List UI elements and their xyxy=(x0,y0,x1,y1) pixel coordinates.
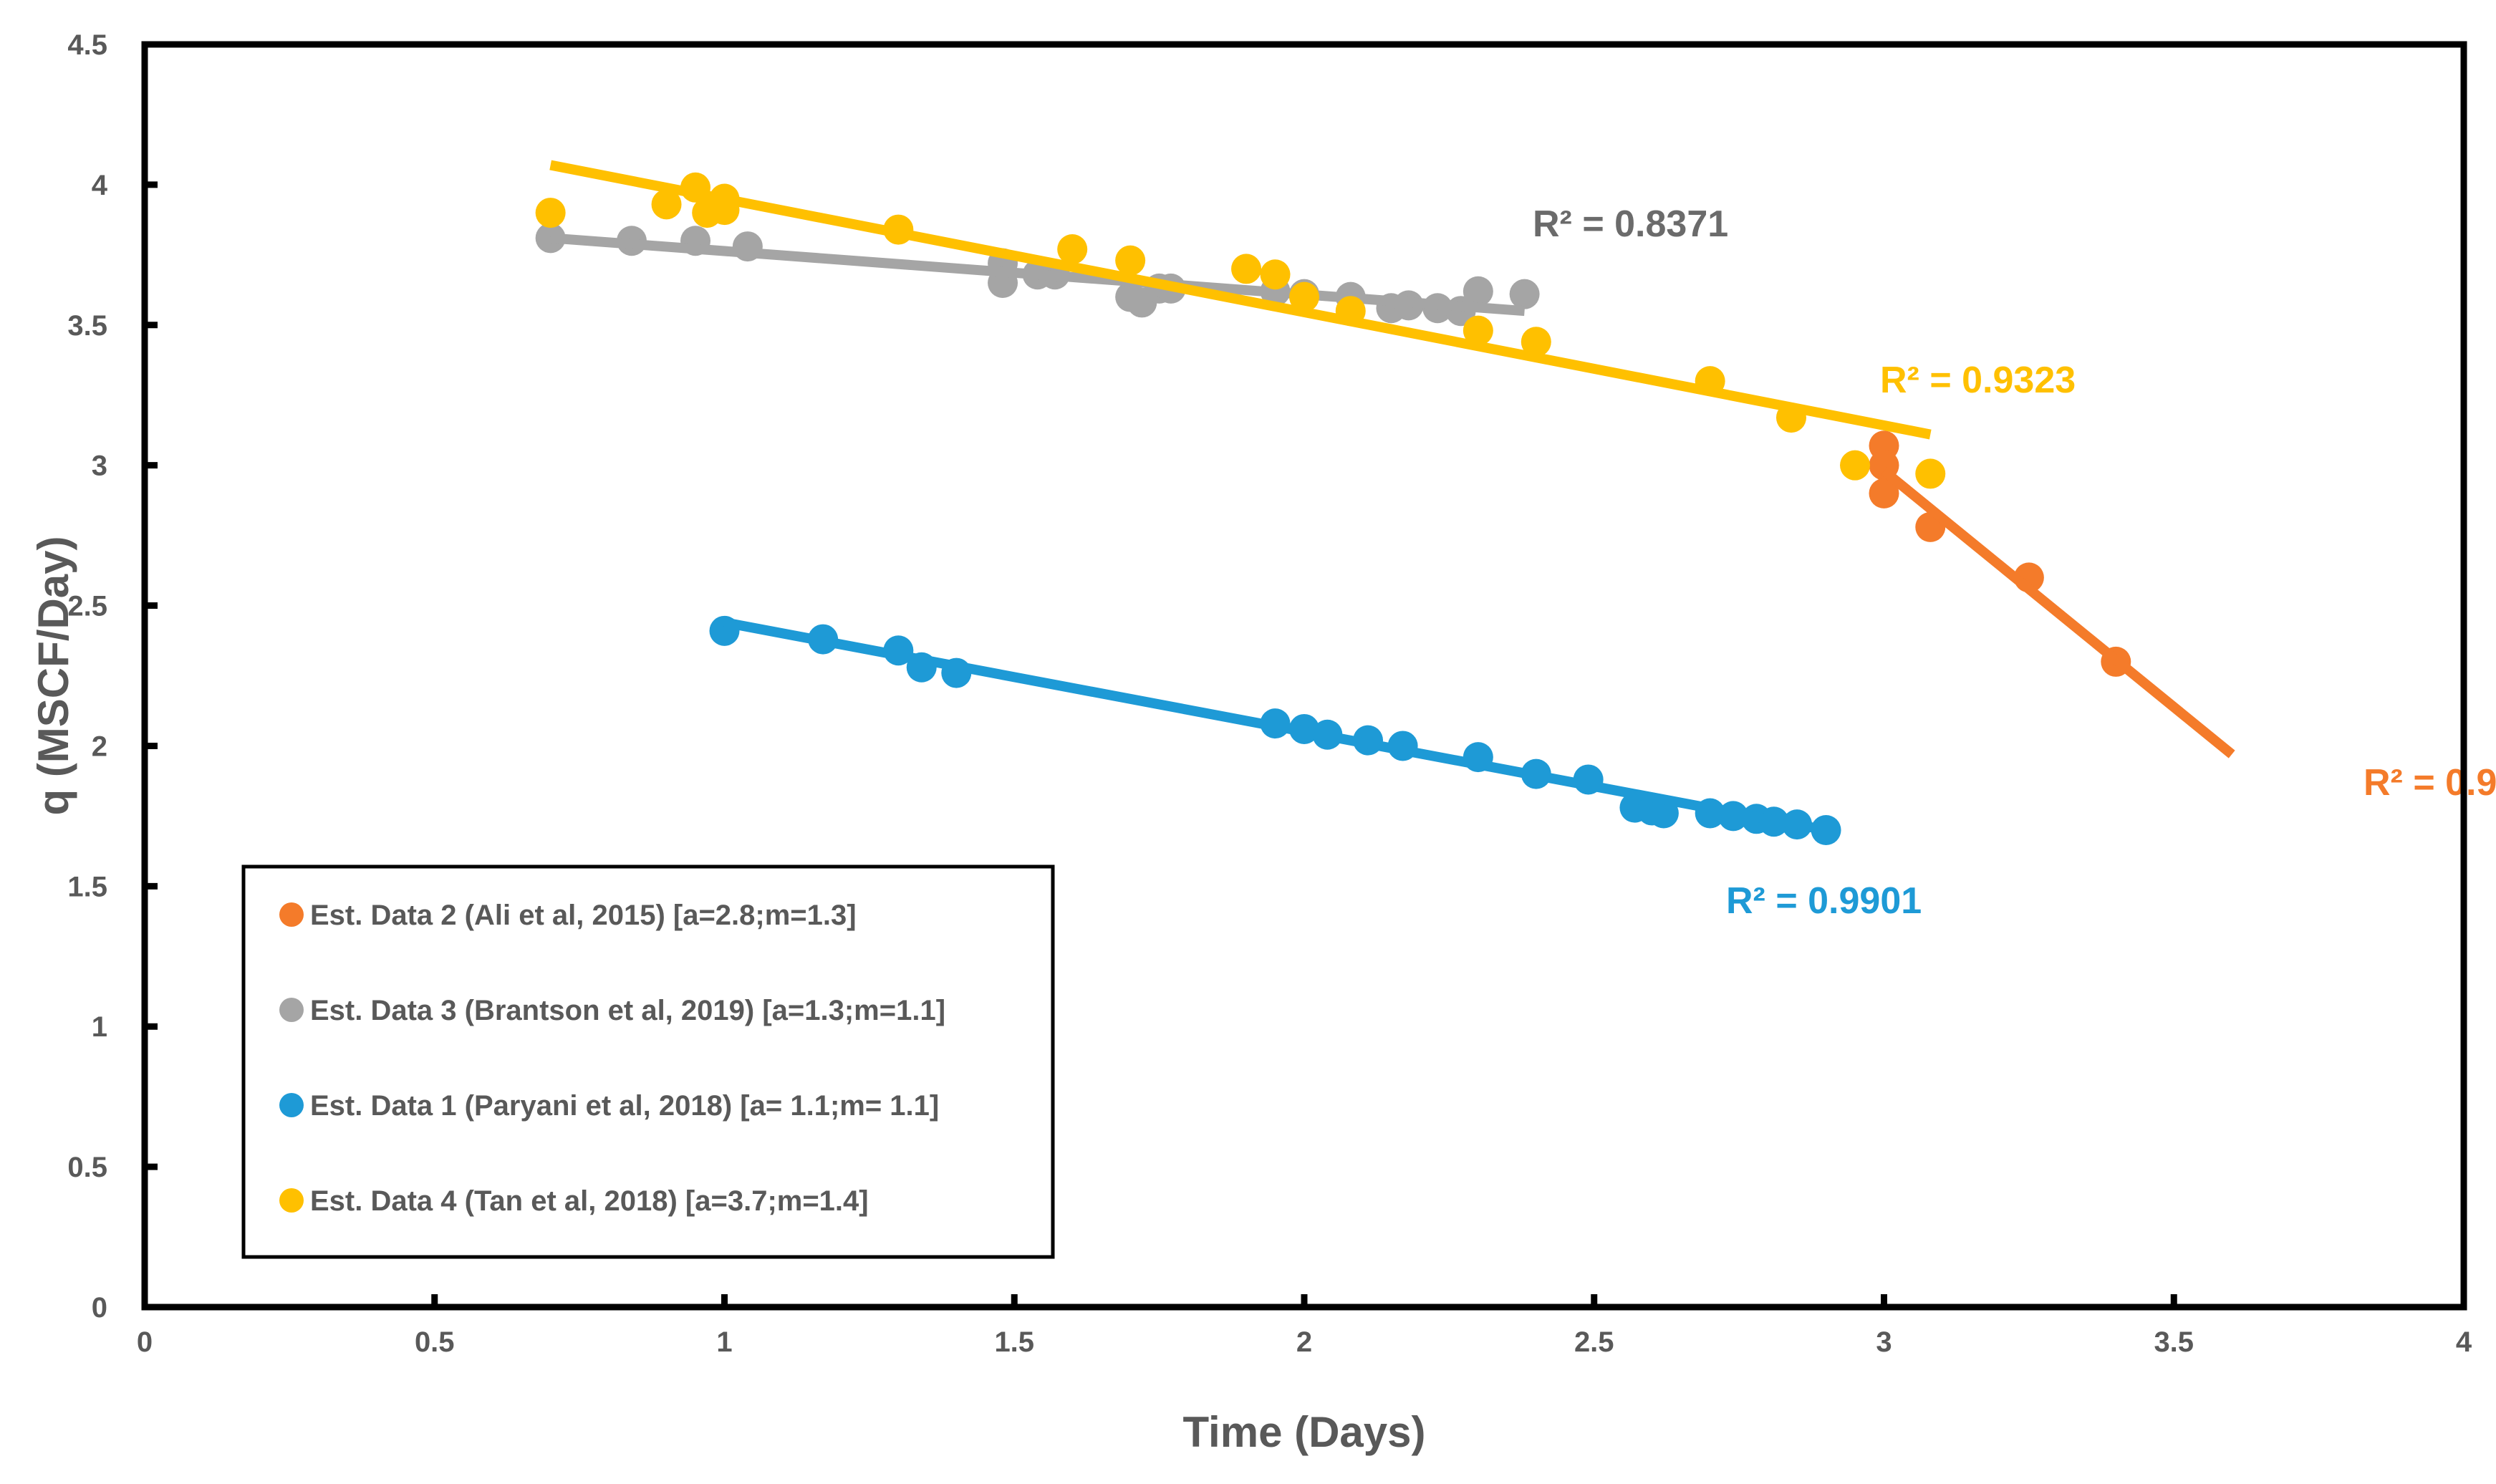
legend-marker xyxy=(279,998,304,1022)
data-point xyxy=(1915,458,1946,489)
y-axis-title: q (MSCF/Day) xyxy=(29,536,77,816)
data-point xyxy=(1115,245,1146,276)
x-tick-label: 1.5 xyxy=(994,1326,1034,1358)
legend-label: Est. Data 3 (Brantson et al, 2019) [a=1.… xyxy=(310,995,945,1026)
trendline xyxy=(723,617,1827,835)
data-point xyxy=(1509,279,1540,309)
legend-marker xyxy=(279,1093,304,1117)
trendline xyxy=(1881,467,2235,758)
y-tick-label: 4.5 xyxy=(67,29,107,61)
x-tick-label: 2.5 xyxy=(1574,1326,1614,1358)
legend-label: Est. Data 2 (Ali et al, 2015) [a=2.8;m=1… xyxy=(310,900,857,931)
data-point xyxy=(1231,254,1262,284)
x-tick-label: 3 xyxy=(1876,1326,1892,1358)
trendline xyxy=(549,160,1932,440)
data-point xyxy=(651,189,682,220)
x-tick-label: 4 xyxy=(2456,1326,2472,1358)
y-tick-label: 0.5 xyxy=(67,1152,107,1183)
legend-label: Est. Data 1 (Paryani et al, 2018) [a= 1.… xyxy=(310,1090,939,1122)
axes: 0 0.5 1 1.5 2 2.5 3 3.5 4 0 0.5 1 1.5 2 2.5 3 3.5 4 4.5 xyxy=(67,29,2472,1358)
y-tick-label: 2 xyxy=(92,731,107,762)
legend-label: Est. Data 4 (Tan et al, 2018) [a=3.7;m=1… xyxy=(310,1185,869,1217)
y-tick-label: 2.5 xyxy=(67,591,107,622)
series-4: R² = 0.9323 xyxy=(535,160,2076,489)
y-tick-label: 3.5 xyxy=(67,310,107,342)
y-tick-label: 3 xyxy=(92,450,107,482)
y-tick-label: 4 xyxy=(92,170,108,201)
legend-marker xyxy=(279,902,304,927)
x-tick-label: 3.5 xyxy=(2154,1326,2194,1358)
data-point xyxy=(1463,315,1493,346)
data-point xyxy=(1869,478,1899,509)
x-axis-title: Time (Days) xyxy=(1182,1408,1425,1456)
legend-box xyxy=(241,864,1055,1259)
r2-label: R² = 0.8371 xyxy=(1533,203,1728,245)
series-3: R² = 0.9901 xyxy=(709,615,1922,922)
x-tick-label: 0 xyxy=(137,1326,153,1358)
data-point xyxy=(1057,233,1088,264)
r2-label: R² = 0.9901 xyxy=(1726,880,1922,922)
data-point xyxy=(1260,259,1291,290)
x-tick-label: 0.5 xyxy=(415,1326,455,1358)
series-1: R² = 0.9432 xyxy=(1869,430,2496,804)
x-tick-label: 2 xyxy=(1296,1326,1312,1358)
y-tick-label: 0 xyxy=(92,1292,107,1324)
r2-label: R² = 0.9323 xyxy=(1880,360,2076,401)
legend-marker xyxy=(279,1188,304,1213)
legend: Est. Data 2 (Ali et al, 2015) [a=2.8;m=1… xyxy=(241,864,1055,1259)
data-point xyxy=(1521,327,1551,357)
y-tick-label: 1 xyxy=(92,1011,107,1043)
plot-area: R² = 0.9432 R² = 0.8371 R² = 0.9901 R² = 0.… xyxy=(535,160,2496,922)
data-point xyxy=(1463,276,1493,307)
x-tick-label: 1 xyxy=(716,1326,732,1358)
data-point xyxy=(1840,450,1871,481)
data-point xyxy=(535,198,566,228)
data-point xyxy=(1289,281,1319,312)
y-tick-label: 1.5 xyxy=(67,871,107,902)
trendline xyxy=(550,233,1526,317)
r2-label: R² = 0.9432 xyxy=(2364,762,2496,804)
